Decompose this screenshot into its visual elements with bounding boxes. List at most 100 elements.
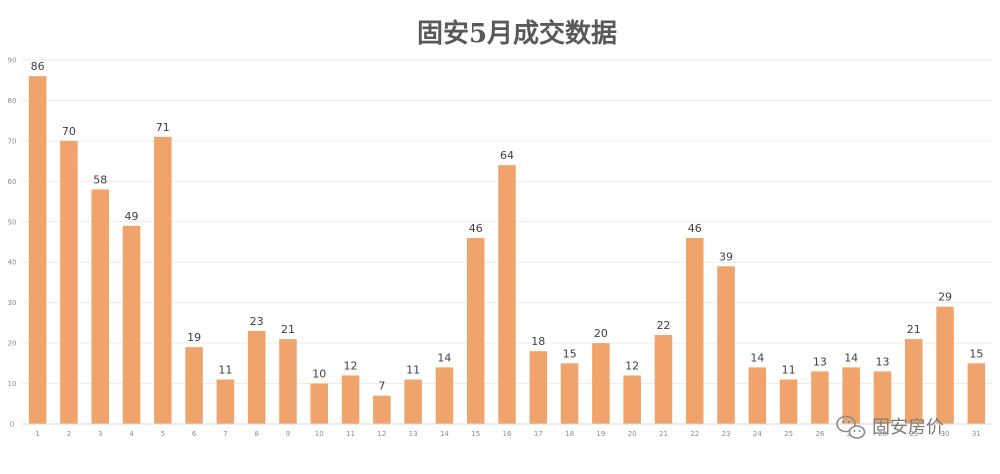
- y-tick-label: 20: [8, 340, 17, 348]
- data-label: 14: [844, 351, 858, 364]
- bar-day-22: [685, 237, 704, 424]
- data-label: 20: [594, 327, 608, 340]
- bar-day-19: [592, 343, 610, 424]
- data-label: 22: [656, 319, 670, 332]
- watermark: 固安房价: [836, 415, 944, 439]
- x-tick-label: 16: [503, 430, 512, 438]
- data-label: 46: [688, 222, 702, 235]
- bar-day-27: [842, 367, 860, 424]
- data-label: 39: [719, 250, 733, 263]
- bar-day-28: [873, 371, 892, 424]
- data-label: 70: [62, 125, 76, 138]
- bar-day-17: [529, 351, 548, 424]
- bar-day-31: [967, 363, 986, 424]
- bar-day-5: [154, 136, 172, 424]
- data-label: 7: [378, 380, 385, 393]
- x-tick-label: 24: [753, 430, 762, 438]
- x-tick-label: 8: [254, 430, 258, 438]
- bar-day-24: [748, 367, 767, 424]
- x-tick-label: 31: [972, 430, 981, 438]
- data-label: 15: [563, 347, 577, 360]
- y-tick-label: 10: [8, 380, 17, 388]
- y-tick-label: 0: [10, 421, 14, 429]
- x-tick-label: 22: [690, 430, 699, 438]
- data-label: 12: [344, 359, 358, 372]
- x-tick-label: 19: [596, 430, 605, 438]
- bar-day-26: [811, 371, 829, 424]
- data-label: 15: [969, 347, 983, 360]
- watermark-text: 固安房价: [872, 417, 944, 438]
- data-label: 13: [813, 355, 827, 368]
- x-tick-label: 4: [129, 430, 134, 438]
- bar-day-1: [28, 76, 47, 424]
- bar-day-25: [779, 379, 798, 424]
- bar-day-23: [717, 266, 735, 424]
- data-label: 49: [125, 210, 139, 223]
- x-tick-label: 18: [565, 430, 574, 438]
- x-tick-label: 14: [440, 430, 449, 438]
- x-tick-label: 7: [223, 430, 227, 438]
- data-label: 64: [500, 149, 514, 162]
- data-label: 14: [750, 351, 764, 364]
- x-tick-label: 20: [628, 430, 637, 438]
- y-tick-label: 30: [8, 299, 17, 307]
- bar-day-30: [936, 306, 954, 424]
- x-tick-label: 15: [471, 430, 480, 438]
- data-labels: 86 70 58 49 71 19 11 23 21 10 12 7 11 14 46 64 18 15 20 12 2…: [31, 60, 984, 393]
- bar-day-10: [310, 383, 329, 424]
- data-label: 23: [250, 315, 264, 328]
- bar-day-15: [466, 237, 485, 424]
- data-label: 11: [406, 364, 420, 377]
- bar-day-8: [247, 330, 266, 424]
- data-label: 46: [469, 222, 483, 235]
- bar-day-13: [404, 379, 422, 424]
- bar-day-9: [279, 339, 297, 424]
- data-label: 18: [531, 335, 545, 348]
- data-label: 71: [156, 121, 170, 134]
- x-tick-label: 25: [784, 430, 793, 438]
- bar-day-21: [654, 335, 673, 424]
- bar-day-16: [498, 165, 516, 424]
- y-tick-label: 40: [8, 259, 17, 267]
- data-label: 11: [782, 364, 796, 377]
- bar-day-2: [60, 140, 78, 424]
- x-tick-label: 1: [35, 430, 39, 438]
- bar-day-7: [216, 379, 235, 424]
- data-label: 14: [437, 351, 451, 364]
- x-tick-label: 13: [409, 430, 418, 438]
- y-tick-label: 70: [8, 137, 17, 145]
- bar-day-3: [91, 189, 109, 424]
- data-label: 21: [281, 323, 295, 336]
- x-tick-label: 5: [161, 430, 165, 438]
- y-axis-ticks: 0 10 20 30 40 50 60 70 80 90: [8, 57, 17, 429]
- data-label: 12: [625, 359, 639, 372]
- x-tick-label: 12: [377, 430, 386, 438]
- x-tick-label: 9: [286, 430, 290, 438]
- bar-day-18: [560, 363, 579, 424]
- x-tick-label: 17: [534, 430, 543, 438]
- x-tick-label: 21: [659, 430, 668, 438]
- bar-day-14: [435, 367, 454, 424]
- x-tick-label: 30: [941, 430, 950, 438]
- y-tick-label: 60: [8, 178, 17, 186]
- data-label: 10: [312, 368, 326, 381]
- data-label: 13: [875, 355, 889, 368]
- data-label: 21: [907, 323, 921, 336]
- data-label: 86: [31, 60, 45, 73]
- bars: [28, 76, 986, 424]
- x-axis-ticks: 1 2 3 4 5 6 7 8 9 10 11 12 13 14 15 16 17 18 19 20 21 22 23 24 2…: [35, 430, 980, 438]
- data-label: 58: [93, 173, 107, 186]
- bar-day-11: [341, 375, 360, 424]
- x-tick-label: 29: [909, 430, 918, 438]
- bar-day-29: [905, 339, 923, 424]
- x-tick-label: 3: [98, 430, 102, 438]
- x-tick-label: 26: [815, 430, 824, 438]
- x-tick-label: 28: [878, 430, 887, 438]
- data-label: 11: [218, 364, 232, 377]
- x-tick-label: 6: [192, 430, 197, 438]
- bar-day-6: [185, 347, 203, 424]
- bar-day-20: [623, 375, 641, 424]
- chart-title: 固安5月成交数据: [417, 18, 617, 49]
